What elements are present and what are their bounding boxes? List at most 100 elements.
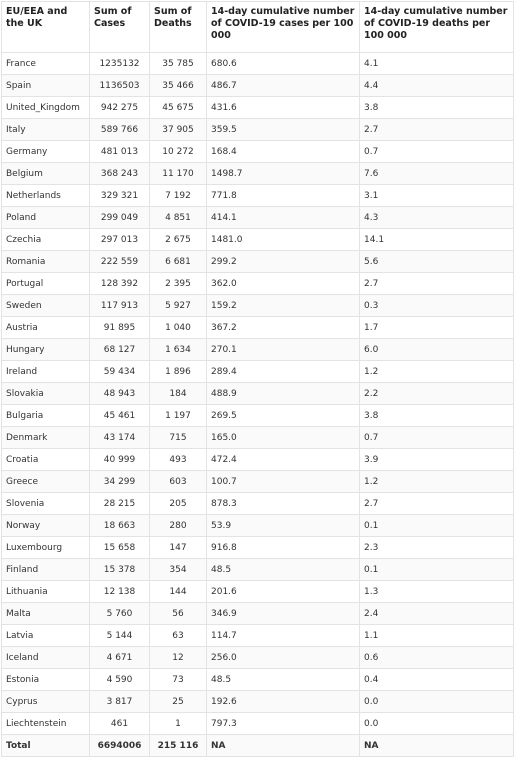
country-cell: Bulgaria [1,404,90,427]
table-row: Portugal 128 392 2 395 362.0 2.7 [1,272,514,295]
value-cell: 481 013 [89,140,150,163]
country-cell: Slovenia [1,492,90,515]
value-cell: 346.9 [206,602,360,625]
table-row: Netherlands 329 321 7 192 771.8 3.1 [1,184,514,207]
value-cell: 1 040 [149,316,207,339]
value-cell: 486.7 [206,74,360,97]
value-cell: 2.7 [359,118,514,141]
value-cell: 4 590 [89,668,150,691]
header-cell: 14-day cumulative number of COVID-19 cas… [206,1,360,53]
value-cell: 916.8 [206,536,360,559]
country-cell: Denmark [1,426,90,449]
value-cell: 5 760 [89,602,150,625]
country-cell: Cyprus [1,690,90,713]
value-cell: 1.2 [359,360,514,383]
country-cell: Slovakia [1,382,90,405]
country-cell: Hungary [1,338,90,361]
value-cell: 1235132 [89,52,150,75]
country-cell: Greece [1,470,90,493]
value-cell: 715 [149,426,207,449]
value-cell: 3 817 [89,690,150,713]
country-cell: Italy [1,118,90,141]
value-cell: 299 049 [89,206,150,229]
country-cell: Latvia [1,624,90,647]
value-cell: 603 [149,470,207,493]
table-row: Iceland 4 671 12 256.0 0.6 [1,646,514,669]
value-cell: 289.4 [206,360,360,383]
value-cell: 37 905 [149,118,207,141]
value-cell: 68 127 [89,338,150,361]
value-cell: 43 174 [89,426,150,449]
value-cell: 589 766 [89,118,150,141]
value-cell: 2.7 [359,272,514,295]
table-row: Slovakia 48 943 184 488.9 2.2 [1,382,514,405]
header-row: EU/EEA and the UK Sum of Cases Sum of Deat… [1,1,514,53]
value-cell: 0.4 [359,668,514,691]
value-cell: 0.1 [359,558,514,581]
value-cell: 0.6 [359,646,514,669]
value-cell: 329 321 [89,184,150,207]
value-cell: 222 559 [89,250,150,273]
value-cell: 144 [149,580,207,603]
table-row: United_Kingdom 942 275 45 675 431.6 3.8 [1,96,514,119]
country-cell: Spain [1,74,90,97]
value-cell: 472.4 [206,448,360,471]
value-cell: 359.5 [206,118,360,141]
value-cell: 2.2 [359,382,514,405]
value-cell: 461 [89,712,150,735]
header-cell: Sum of Cases [89,1,150,53]
value-cell: 1.7 [359,316,514,339]
country-cell: Finland [1,558,90,581]
value-cell: 12 138 [89,580,150,603]
value-cell: 680.6 [206,52,360,75]
country-cell: Belgium [1,162,90,185]
value-cell: 100.7 [206,470,360,493]
value-cell: 12 [149,646,207,669]
value-cell: 5 927 [149,294,207,317]
value-cell: 6.0 [359,338,514,361]
value-cell: 269.5 [206,404,360,427]
value-cell: 0.7 [359,140,514,163]
value-cell: 35 466 [149,74,207,97]
value-cell: 0.1 [359,514,514,537]
value-cell: 7 192 [149,184,207,207]
country-cell: Ireland [1,360,90,383]
table-row: Finland 15 378 354 48.5 0.1 [1,558,514,581]
value-cell: 28 215 [89,492,150,515]
header-cell: EU/EEA and the UK [1,1,90,53]
table-row: Ireland 59 434 1 896 289.4 1.2 [1,360,514,383]
value-cell: 488.9 [206,382,360,405]
value-cell: 431.6 [206,96,360,119]
value-cell: 168.4 [206,140,360,163]
country-cell: Lithuania [1,580,90,603]
value-cell: 45 461 [89,404,150,427]
value-cell: 1 197 [149,404,207,427]
value-cell: 2.3 [359,536,514,559]
value-cell: 414.1 [206,206,360,229]
country-cell: Netherlands [1,184,90,207]
value-cell: 0.7 [359,426,514,449]
table-row: Liechtenstein 461 1 797.3 0.0 [1,712,514,735]
value-cell: 942 275 [89,96,150,119]
value-cell: 159.2 [206,294,360,317]
value-cell: 45 675 [149,96,207,119]
table-row: Estonia 4 590 73 48.5 0.4 [1,668,514,691]
table-row: Greece 34 299 603 100.7 1.2 [1,470,514,493]
country-cell: Norway [1,514,90,537]
table-row: Denmark 43 174 715 165.0 0.7 [1,426,514,449]
value-cell: 3.9 [359,448,514,471]
value-cell: 192.6 [206,690,360,713]
value-cell: 48.5 [206,558,360,581]
table-row: Lithuania 12 138 144 201.6 1.3 [1,580,514,603]
value-cell: 368 243 [89,162,150,185]
value-cell: 0.3 [359,294,514,317]
table-row: Malta 5 760 56 346.9 2.4 [1,602,514,625]
country-cell: Portugal [1,272,90,295]
value-cell: 114.7 [206,624,360,647]
value-cell: 35 785 [149,52,207,75]
value-cell: 1136503 [89,74,150,97]
value-cell: 34 299 [89,470,150,493]
value-cell: 354 [149,558,207,581]
